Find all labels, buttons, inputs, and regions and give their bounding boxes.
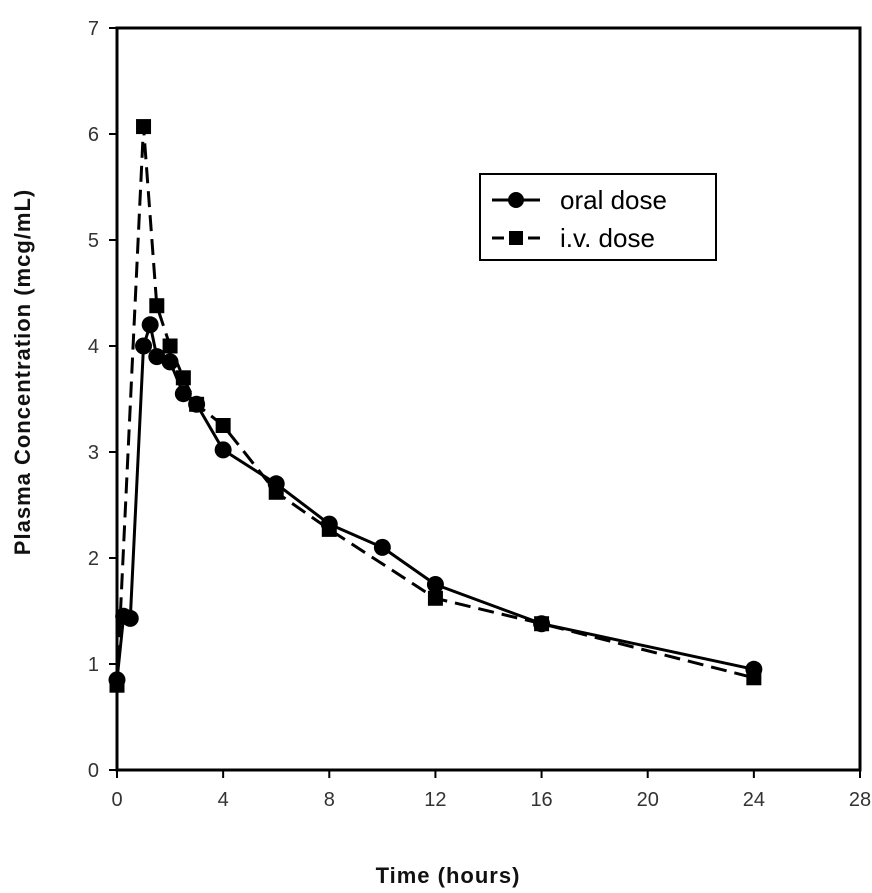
legend-marker-oral-dose: [508, 192, 524, 208]
legend-marker-i-v-dose: [509, 231, 523, 245]
data-point-oral-dose: [214, 441, 232, 459]
y-axis-title: Plasma Concentration (mcg/mL): [10, 189, 35, 555]
y-tick-label: 6: [88, 124, 99, 146]
y-tick-label: 3: [88, 442, 99, 464]
x-tick-label: 0: [111, 789, 122, 811]
x-tick-label: 8: [324, 789, 335, 811]
data-point-i-v-dose: [175, 370, 191, 386]
data-point-i-v-dose: [149, 298, 165, 314]
data-point-i-v-dose: [268, 484, 284, 500]
data-point-i-v-dose: [189, 396, 205, 412]
x-tick-label: 16: [530, 789, 552, 811]
data-point-i-v-dose: [109, 677, 125, 693]
data-point-i-v-dose: [215, 418, 231, 433]
y-tick-label: 5: [88, 230, 99, 252]
legend-label-oral-dose: oral dose: [560, 185, 667, 215]
x-axis-title: Time (hours): [376, 863, 521, 888]
x-tick-label: 20: [637, 789, 659, 811]
x-tick-label: 4: [218, 789, 229, 811]
series-oral-dose: [108, 316, 763, 689]
y-tick-label: 1: [88, 654, 99, 676]
y-tick-label: 2: [88, 548, 99, 570]
series-i-v-dose: [109, 119, 762, 693]
x-tick-label: 24: [743, 789, 765, 811]
series-layer: [108, 119, 763, 693]
legend-label-i-v-dose: i.v. dose: [560, 223, 655, 253]
data-point-oral-dose: [148, 348, 166, 366]
legend: oral dose i.v. dose: [479, 173, 717, 261]
data-point-oral-dose: [426, 576, 444, 593]
plot-frame: [115, 26, 862, 772]
y-tick-label: 7: [88, 18, 99, 40]
data-point-oral-dose: [135, 337, 153, 355]
data-point-oral-dose: [141, 316, 159, 334]
data-point-i-v-dose: [321, 521, 337, 537]
data-point-i-v-dose: [534, 616, 550, 632]
data-point-i-v-dose: [136, 119, 152, 135]
data-point-oral-dose: [373, 538, 391, 556]
x-tick-label: 28: [849, 789, 871, 811]
data-point-i-v-dose: [162, 338, 178, 354]
y-tick-label: 0: [88, 760, 99, 782]
data-point-i-v-dose: [746, 670, 762, 686]
data-point-i-v-dose: [427, 590, 443, 606]
y-tick-label: 4: [88, 336, 99, 358]
series-line-i-v-dose: [115, 125, 755, 686]
legend-box: [479, 173, 717, 261]
x-tick-label: 12: [424, 789, 446, 811]
series-line-oral-dose: [115, 323, 755, 681]
data-point-oral-dose: [121, 609, 139, 627]
